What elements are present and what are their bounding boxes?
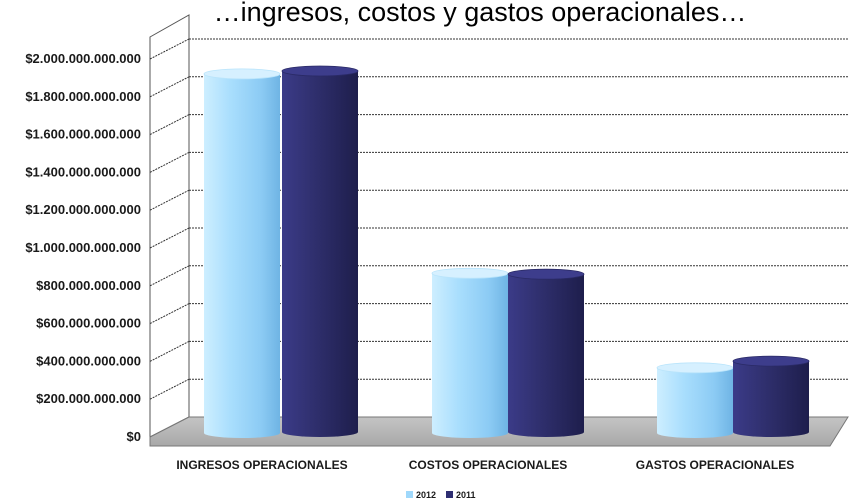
- gridline-side: [149, 340, 190, 362]
- y-tick-label: $200.000.000.000: [36, 391, 141, 406]
- gridline-side: [149, 189, 190, 211]
- bar-top: [656, 362, 734, 374]
- x-axis-ticks: INGRESOS OPERACIONALES COSTOS OPERACIONAL…: [176, 458, 794, 472]
- left-wall: [149, 14, 190, 438]
- gridline-side: [149, 151, 190, 173]
- y-tick-label: $1.200.000.000.000: [25, 202, 141, 217]
- bars: [203, 65, 810, 439]
- bar: [281, 65, 359, 437]
- x-tick-label: COSTOS OPERACIONALES: [409, 458, 567, 472]
- bar: [656, 362, 734, 438]
- chart-title: …ingresos, costos y gastos operacionales…: [214, 0, 747, 27]
- y-tick-label: $800.000.000.000: [36, 278, 141, 293]
- gridline-side: [149, 378, 190, 400]
- legend-swatch-2011: [446, 491, 453, 498]
- y-tick-label: $1.800.000.000.000: [25, 89, 141, 104]
- bar: [203, 68, 281, 439]
- bar: [732, 355, 810, 437]
- bar-top: [732, 355, 810, 367]
- bar-top: [431, 267, 509, 279]
- x-tick-label: INGRESOS OPERACIONALES: [176, 458, 347, 472]
- gridline-side: [149, 38, 190, 60]
- x-tick-label: GASTOS OPERACIONALES: [636, 458, 794, 472]
- y-tick-label: $1.000.000.000.000: [25, 240, 141, 255]
- y-tick-label: $1.600.000.000.000: [25, 127, 141, 142]
- gridline-side: [149, 265, 190, 287]
- y-tick-label: $2.000.000.000.000: [25, 51, 141, 66]
- gridline-side: [149, 114, 190, 136]
- legend-swatch-2012: [406, 491, 413, 498]
- y-tick-label: $600.000.000.000: [36, 316, 141, 331]
- legend-label-2012: 2012: [416, 490, 436, 500]
- y-axis-ticks: $0 $200.000.000.000 $400.000.000.000 $600.0…: [25, 51, 141, 444]
- gridline-side: [149, 303, 190, 325]
- legend: 2012 2011: [406, 490, 476, 500]
- bar: [431, 267, 509, 438]
- gridline-side: [149, 227, 190, 249]
- bar-top: [203, 68, 281, 80]
- y-tick-label: $1.400.000.000.000: [25, 164, 141, 179]
- legend-label-2011: 2011: [456, 490, 476, 500]
- bar-top: [507, 268, 585, 280]
- y-tick-label: $400.000.000.000: [36, 353, 141, 368]
- y-tick-label: $0: [127, 429, 141, 444]
- gridline-side: [149, 76, 190, 98]
- bar: [507, 268, 585, 437]
- bar-top: [281, 65, 359, 77]
